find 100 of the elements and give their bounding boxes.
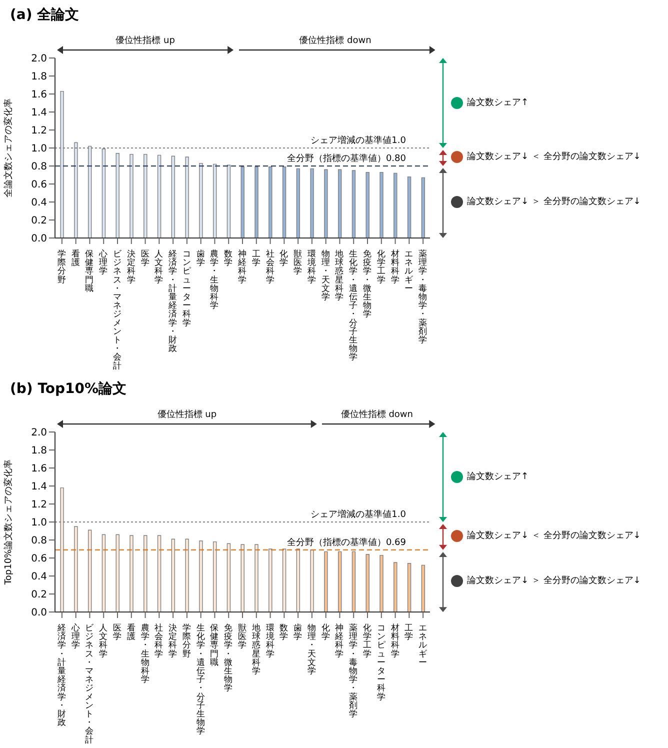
y-tick-label: 0.6	[31, 180, 47, 191]
x-tick-label: 環境科学	[264, 622, 275, 660]
bar	[144, 154, 148, 238]
ref-line-label: シェア増減の基準値1.0	[310, 509, 406, 520]
x-tick-label: 看護	[71, 248, 80, 268]
bar	[185, 156, 189, 238]
x-tick-label: 材料科学	[390, 622, 400, 660]
x-tick-label: 免疫学・微生物学	[363, 248, 372, 320]
y-tick-label: 1.2	[31, 126, 47, 137]
x-tick-label: 獣医学	[238, 622, 247, 651]
x-tick-label: 農学・生物科学	[210, 248, 220, 312]
bar	[144, 535, 148, 612]
x-tick-label: 学際分野	[57, 248, 66, 286]
x-tick-label: 神経科学	[237, 248, 247, 286]
x-tick-label: 工学	[252, 250, 261, 268]
bar	[338, 169, 342, 238]
y-tick-label: 1.0	[31, 518, 47, 529]
category-label: 薬理学・毒物学・薬剤学	[349, 624, 358, 720]
x-tick-label: 数学	[280, 622, 289, 642]
bar	[338, 551, 342, 612]
x-tick-label: 学際分野	[182, 622, 192, 660]
text: 論文数シェア↑	[467, 96, 529, 109]
x-tick-label: 化学工学	[376, 248, 386, 286]
bar	[226, 543, 231, 612]
bar	[212, 164, 217, 238]
y-tick-label: 0.6	[31, 554, 47, 565]
bar	[268, 548, 272, 612]
y-tick-label: 0.2	[31, 216, 47, 227]
text: 論文数シェア↓ ＜ 全分野の論文数シェア↓	[467, 150, 641, 163]
bar	[421, 564, 426, 612]
y-tick-label: 1.8	[31, 72, 47, 83]
x-tick-label: 神経科学	[334, 622, 344, 660]
x-tick-label: エネルギー	[404, 250, 414, 294]
bar	[407, 176, 412, 238]
x-tick-label: 看護	[126, 622, 136, 642]
x-tick-label: 地球惑星科学	[250, 622, 261, 676]
bar	[296, 168, 300, 238]
x-tick-label: 医学	[113, 622, 122, 642]
x-tick-label: エネルギー	[418, 624, 428, 668]
text: 論文数シェア↓ ＜ 全分野の論文数シェア↓	[467, 530, 641, 542]
chart-title: (b) Top10%論文	[10, 380, 127, 398]
text: 論文数シェア↑	[467, 470, 529, 483]
x-tick-label: 化学	[280, 248, 289, 268]
y-tick-label: 2.0	[31, 428, 47, 439]
x-tick-label: 決定科学	[126, 248, 136, 286]
bar	[366, 554, 370, 612]
category-label: ビジネス・マネジメント・会計	[113, 250, 122, 372]
bar	[74, 526, 78, 612]
x-tick-label: 農学・生物科学	[140, 622, 150, 686]
bar	[407, 563, 412, 612]
category-label: 薬理学・毒物学・薬剤学	[418, 250, 428, 346]
bar	[116, 153, 120, 238]
bar	[240, 544, 244, 612]
bar	[394, 172, 398, 238]
bar	[310, 168, 314, 238]
x-tick-label: 化学工学	[363, 622, 372, 660]
ref-line-label: 全分野（指標の基準値）0.69	[286, 536, 406, 548]
y-tick-label: 1.4	[31, 482, 47, 493]
bar	[366, 172, 370, 238]
x-tick-label: 社会科学	[266, 248, 275, 286]
y-tick-label: 0.8	[31, 536, 47, 547]
bar	[157, 535, 162, 612]
text: 論文数シェア↓ ＞ 全分野の論文数シェア↓	[467, 574, 641, 587]
y-tick-label: 2.0	[31, 54, 47, 65]
text: 優位性指標 up	[156, 408, 218, 421]
y-tick-label: 1.2	[31, 500, 47, 511]
text: 優位性指標 down	[340, 408, 414, 421]
bar	[130, 154, 134, 238]
category-label: 生化学・遺伝子・分子生物学	[196, 624, 206, 737]
bar	[254, 166, 258, 238]
text: 優位性指標 down	[298, 34, 372, 47]
x-tick-label: 環境科学	[306, 248, 316, 286]
ref-line-label: シェア増減の基準値1.0	[310, 135, 406, 146]
x-tick-label: 物理・天文学	[321, 248, 330, 302]
ref-line-label: 全分野（指標の基準値）0.80	[286, 153, 406, 164]
y-axis-title: Top10%論文数シェアの変化率	[3, 459, 14, 586]
category-label: 生化学・遺伝子・分子生物学	[349, 250, 358, 363]
bar	[157, 154, 162, 238]
x-tick-label: 材料科学	[390, 248, 400, 286]
bar	[268, 166, 272, 238]
y-axis-title: 全論文数シェアの変化率	[3, 98, 14, 198]
y-tick-label: 0.0	[31, 234, 47, 245]
x-tick-label: 歯学	[196, 248, 206, 268]
bar	[352, 551, 356, 612]
bar	[240, 166, 244, 238]
bar	[254, 544, 258, 612]
category-label: コンピューター科学	[182, 250, 192, 328]
text: 論文数シェア↓ ＞ 全分野の論文数シェア↓	[467, 196, 641, 208]
bar	[102, 534, 106, 612]
x-tick-label: 免疫学・微生物学	[224, 622, 234, 694]
bar	[116, 534, 120, 612]
y-tick-label: 1.4	[31, 108, 47, 119]
bar	[130, 535, 134, 612]
bar	[88, 530, 92, 612]
x-tick-label: 物理・天文学	[307, 622, 316, 676]
bar	[212, 541, 217, 612]
y-tick-label: 1.6	[31, 464, 47, 475]
bar	[171, 538, 176, 612]
x-tick-label: 地球惑星科学	[334, 248, 344, 302]
bar	[380, 172, 384, 238]
